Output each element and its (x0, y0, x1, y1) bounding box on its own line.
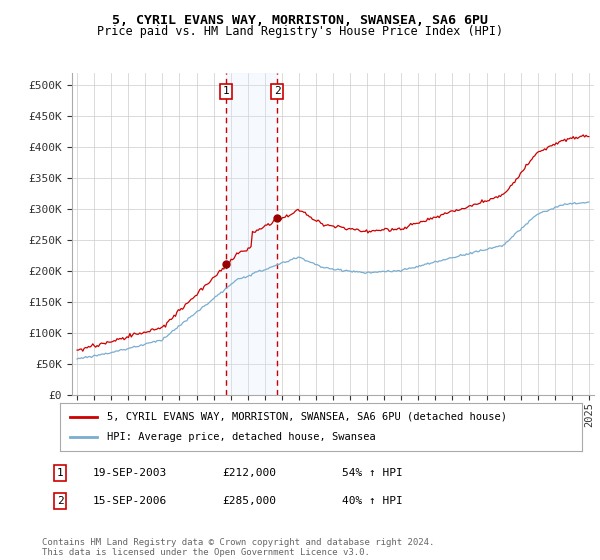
Text: 15-SEP-2006: 15-SEP-2006 (93, 496, 167, 506)
Text: 54% ↑ HPI: 54% ↑ HPI (342, 468, 403, 478)
Text: £285,000: £285,000 (222, 496, 276, 506)
Text: 2: 2 (56, 496, 64, 506)
Text: 2: 2 (274, 86, 280, 96)
Text: 1: 1 (223, 86, 229, 96)
Text: HPI: Average price, detached house, Swansea: HPI: Average price, detached house, Swan… (107, 432, 376, 442)
Text: 5, CYRIL EVANS WAY, MORRISTON, SWANSEA, SA6 6PU (detached house): 5, CYRIL EVANS WAY, MORRISTON, SWANSEA, … (107, 412, 507, 422)
Text: Price paid vs. HM Land Registry's House Price Index (HPI): Price paid vs. HM Land Registry's House … (97, 25, 503, 38)
Bar (226, 73, 277, 395)
Text: 1: 1 (56, 468, 64, 478)
Text: Contains HM Land Registry data © Crown copyright and database right 2024.
This d: Contains HM Land Registry data © Crown c… (42, 538, 434, 557)
Text: 19-SEP-2003: 19-SEP-2003 (93, 468, 167, 478)
Text: 40% ↑ HPI: 40% ↑ HPI (342, 496, 403, 506)
Text: 5, CYRIL EVANS WAY, MORRISTON, SWANSEA, SA6 6PU: 5, CYRIL EVANS WAY, MORRISTON, SWANSEA, … (112, 14, 488, 27)
Text: £212,000: £212,000 (222, 468, 276, 478)
